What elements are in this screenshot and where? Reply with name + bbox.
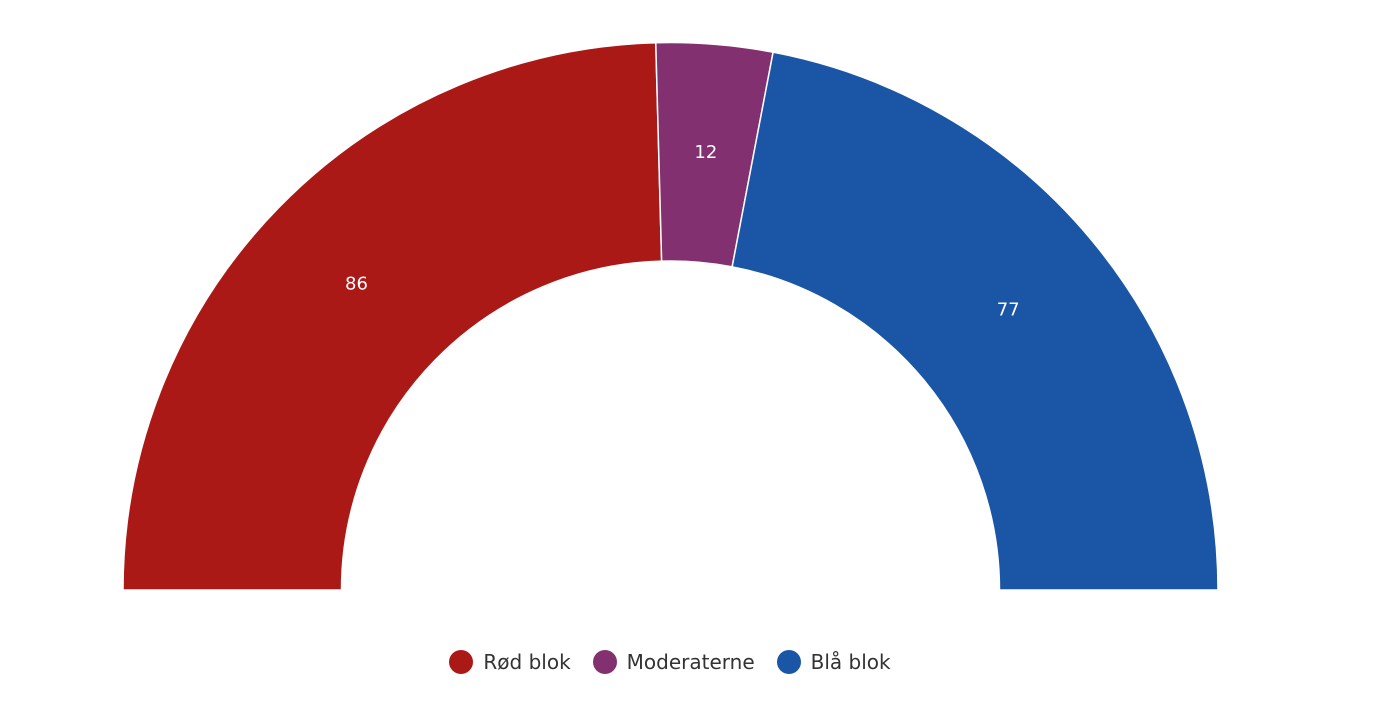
value-label: 12 <box>694 142 717 163</box>
legend-swatch <box>449 650 474 674</box>
legend-swatch <box>776 650 801 674</box>
legend-item: Moderaterne <box>592 650 755 674</box>
segment <box>731 51 1219 591</box>
legend-label: Moderaterne <box>626 650 755 674</box>
legend-swatch <box>592 650 617 674</box>
value-label: 86 <box>345 273 368 294</box>
legend-item: Blå blok <box>776 650 891 674</box>
legend: Rød blok Moderaterne Blå blok <box>0 650 1340 674</box>
value-label: 77 <box>997 300 1020 321</box>
segment <box>122 41 663 591</box>
legend-label: Blå blok <box>810 650 891 674</box>
legend-item: Rød blok <box>449 650 571 674</box>
chart: 86 12 77 <box>122 41 1219 591</box>
legend-label: Rød blok <box>483 650 571 674</box>
